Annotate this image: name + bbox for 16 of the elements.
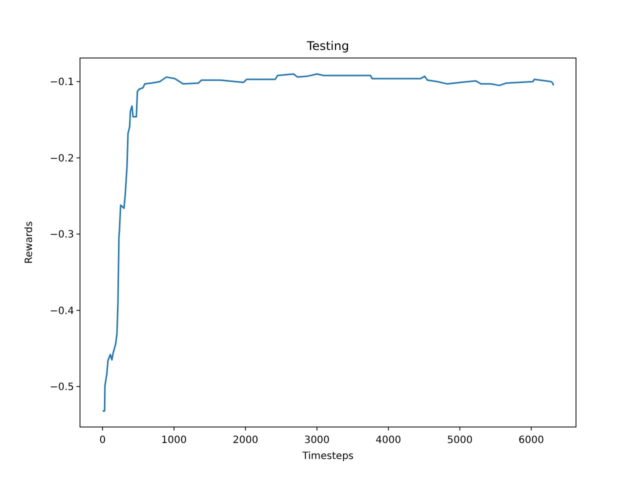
y-tick-label: −0.2 (50, 153, 74, 164)
y-tick-label: −0.4 (50, 306, 74, 317)
chart-title: Testing (306, 39, 350, 53)
x-tick-label: 5000 (447, 435, 473, 446)
x-tick-label: 4000 (376, 435, 402, 446)
y-axis-title: Rewards (24, 221, 35, 264)
x-tick-label: 6000 (518, 435, 544, 446)
x-tick-label: 1000 (161, 435, 187, 446)
x-tick-label: 2000 (232, 435, 258, 446)
x-axis-title: Timesteps (301, 451, 354, 462)
y-tick-label: −0.3 (50, 230, 74, 241)
y-tick-label: −0.1 (50, 77, 74, 88)
line-series (102, 73, 554, 412)
x-tick-label: 3000 (304, 435, 330, 446)
x-tick-label: 0 (99, 435, 106, 446)
y-tick-label: −0.5 (50, 382, 74, 394)
